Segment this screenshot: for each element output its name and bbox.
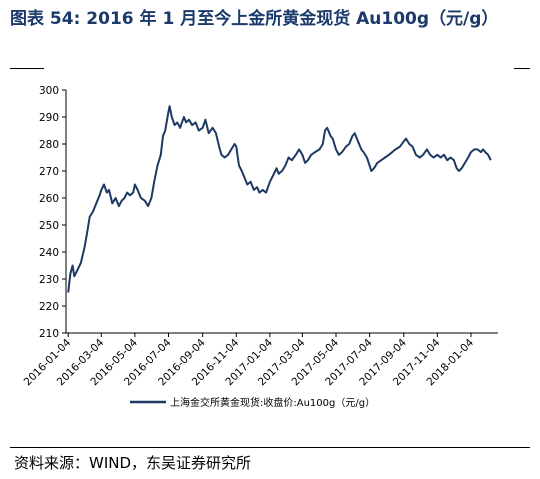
source-rule (10, 447, 530, 448)
y-tick-label: 220 (39, 301, 59, 313)
title-rule (10, 67, 530, 70)
y-tick-label: 240 (39, 247, 59, 259)
y-tick-label: 260 (39, 193, 59, 205)
y-tick-label: 250 (39, 220, 59, 232)
figure-title-block: 图表 54: 2016 年 1 月至今上金所黄金现货 Au100g（元/g） (10, 6, 530, 32)
y-tick-label: 270 (39, 166, 59, 178)
source-note: 资料来源：WIND，东吴证券研究所 (14, 454, 252, 472)
y-tick-label: 210 (39, 328, 59, 340)
y-tick-label: 300 (39, 85, 59, 97)
y-tick-label: 290 (39, 112, 59, 124)
legend-label: 上海金交所黄金现货:收盘价:Au100g（元/g） (170, 396, 375, 409)
gold-price-line-chart: 2102202302402502602702802903002016-01-04… (22, 85, 498, 409)
y-tick-label: 230 (39, 274, 59, 286)
figure-title: 图表 54: 2016 年 1 月至今上金所黄金现货 Au100g（元/g） (10, 9, 499, 29)
series-line-au100g (67, 105, 492, 293)
y-tick-label: 280 (39, 139, 59, 151)
